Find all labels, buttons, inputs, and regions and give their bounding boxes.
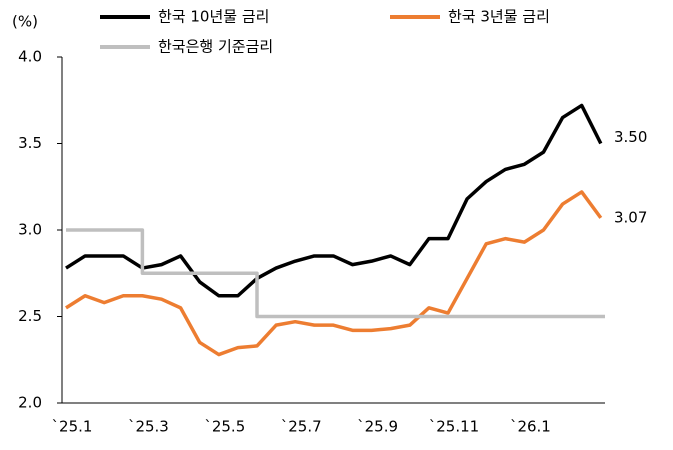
legend-label: 한국은행 기준금리 [158, 38, 273, 56]
y-tick-label: 3.0 [18, 221, 42, 239]
y-tick-label: 2.0 [18, 394, 42, 412]
x-tick-label: `25.7 [281, 418, 322, 436]
end-label: 3.07 [614, 208, 647, 226]
x-tick-label: `25.9 [357, 418, 398, 436]
x-tick-label: `25.1 [52, 418, 93, 436]
x-tick-label: `26.1 [510, 418, 551, 436]
series-line [66, 228, 605, 319]
y-tick-label: 4.0 [18, 48, 42, 66]
x-tick-label: `25.11 [429, 418, 479, 436]
x-tick-label: `25.5 [204, 418, 245, 436]
legend-label: 한국 10년물 금리 [158, 8, 269, 26]
y-tick-label: 2.5 [18, 307, 42, 325]
end-label: 3.50 [614, 128, 647, 146]
y-tick-label: 3.5 [18, 134, 42, 152]
y-axis-label: (%) [12, 13, 38, 31]
series-line [65, 190, 603, 357]
series-line [65, 103, 603, 298]
legend-label: 한국 3년물 금리 [448, 8, 550, 26]
x-tick-label: `25.3 [128, 418, 169, 436]
